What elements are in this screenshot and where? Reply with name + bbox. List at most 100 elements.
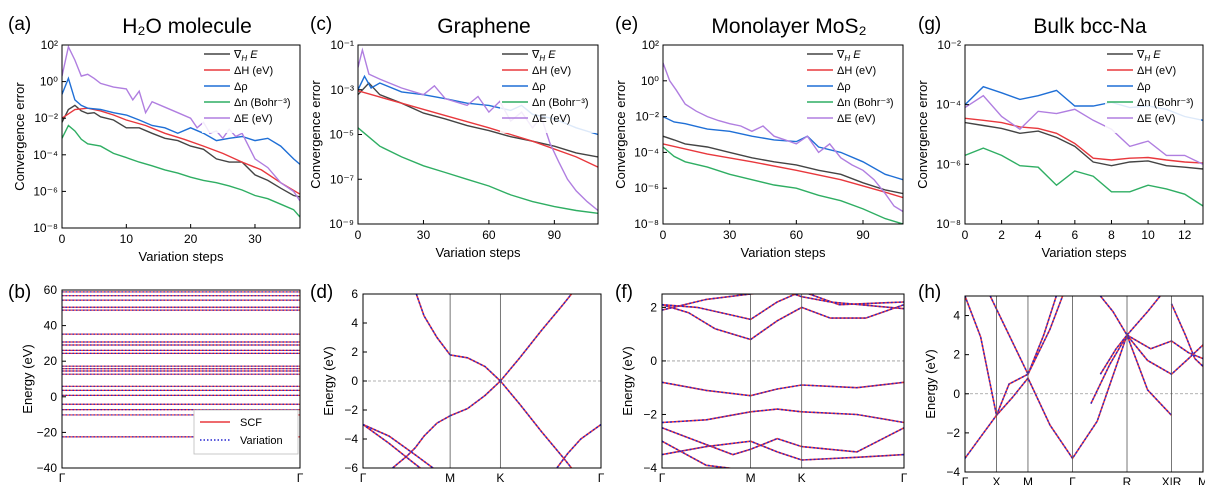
y-axis-label: Convergence error bbox=[308, 80, 323, 189]
x-tick-label: 20 bbox=[184, 232, 198, 246]
band-scf bbox=[965, 296, 1064, 419]
legend-label-dn: Δn (Bohr⁻³) bbox=[234, 97, 291, 109]
x-tick-label: 10 bbox=[1141, 228, 1155, 242]
band-scf bbox=[1090, 333, 1203, 404]
band-scf bbox=[965, 332, 1173, 460]
y-tick-label: −4 bbox=[643, 461, 657, 475]
k-point-label: Γ bbox=[901, 471, 908, 485]
y-axis-label: Convergence error bbox=[915, 80, 930, 189]
y-axis-label: Convergence error bbox=[613, 80, 628, 189]
band-variation bbox=[499, 380, 573, 468]
series-line-dH bbox=[965, 117, 1203, 164]
band-variation bbox=[555, 423, 601, 468]
series-line-grad bbox=[965, 121, 1203, 170]
legend-label-grad: ∇H E bbox=[531, 49, 556, 63]
x-tick-label: 30 bbox=[248, 232, 262, 246]
band-variation bbox=[449, 354, 501, 382]
legend-label-grad: ∇H E bbox=[1136, 49, 1161, 63]
k-point-label: M bbox=[1198, 475, 1205, 485]
y-axis-label: Convergence error bbox=[12, 82, 27, 191]
series-line-dE bbox=[965, 94, 1203, 165]
panel-label: (h) bbox=[918, 282, 941, 303]
panel-title: Monolayer MoS₂ bbox=[711, 15, 866, 38]
y-tick-label: 0 bbox=[50, 390, 57, 404]
band-scf bbox=[449, 354, 501, 382]
x-tick-label: 0 bbox=[962, 228, 969, 242]
y-axis-label: Energy (eV) bbox=[321, 346, 336, 415]
k-point-label: Γ bbox=[297, 471, 304, 485]
x-tick-label: 90 bbox=[856, 228, 870, 242]
plot-area bbox=[965, 296, 1203, 460]
band-variation bbox=[1090, 333, 1203, 404]
y-tick-label: 10⁻² bbox=[635, 110, 659, 124]
panel-label: (f) bbox=[615, 282, 633, 303]
y-tick-label: 10⁻⁸ bbox=[33, 221, 58, 235]
y-tick-label: 10⁻⁵ bbox=[329, 128, 354, 142]
legend-label-dE: ΔE (eV) bbox=[234, 113, 273, 125]
y-tick-label: 10⁻¹ bbox=[330, 38, 354, 52]
legend-label-variation: Variation bbox=[240, 435, 283, 447]
x-tick-label: 6 bbox=[1072, 228, 1079, 242]
x-tick-label: 8 bbox=[1108, 228, 1115, 242]
x-tick-label: 60 bbox=[790, 228, 804, 242]
k-point-label: Γ bbox=[59, 471, 66, 485]
series-line-dH bbox=[663, 143, 903, 199]
panel-label: (a) bbox=[8, 14, 31, 35]
band-variation bbox=[662, 304, 904, 341]
y-tick-label: 10⁻⁸ bbox=[936, 217, 961, 231]
k-point-label: K bbox=[496, 471, 504, 485]
panel-title: Graphene bbox=[437, 15, 530, 38]
band-variation bbox=[449, 380, 501, 417]
band-variation bbox=[1099, 296, 1161, 337]
band-variation bbox=[965, 296, 1064, 418]
y-tick-label: −2 bbox=[643, 407, 657, 421]
y-tick-label: 2 bbox=[351, 345, 358, 359]
panel-a: (a) H₂O molecule 10⁻⁸ 10⁻⁶ 10⁻⁴ 10⁻² 10⁰ 10² 0 10… bbox=[8, 14, 301, 264]
band-variation bbox=[662, 427, 904, 456]
y-tick-label: −20 bbox=[37, 425, 58, 439]
band-variation bbox=[1099, 334, 1203, 375]
y-tick-label: −40 bbox=[37, 461, 58, 475]
x-tick-label: 12 bbox=[1178, 228, 1192, 242]
legend-label-dn: Δn (Bohr⁻³) bbox=[837, 97, 894, 109]
legend-label-dn: Δn (Bohr⁻³) bbox=[1137, 97, 1194, 109]
plot-area bbox=[663, 62, 903, 224]
band-scf bbox=[662, 440, 736, 468]
series-line-drho bbox=[62, 76, 300, 165]
band-variation bbox=[499, 294, 573, 382]
legend-label-dn: Δn (Bohr⁻³) bbox=[532, 97, 589, 109]
y-tick-label: 10⁻² bbox=[34, 111, 58, 125]
series-line-dE bbox=[62, 45, 300, 202]
legend-label-dH: ΔH (eV) bbox=[532, 65, 571, 77]
band-variation bbox=[662, 408, 904, 424]
k-point-label: R bbox=[1123, 475, 1132, 485]
plot-area bbox=[662, 294, 904, 468]
x-tick-label: 30 bbox=[723, 228, 737, 242]
series-line-dn bbox=[62, 124, 300, 218]
y-tick-label: 0 bbox=[953, 387, 960, 401]
legend-label-dH: ΔH (eV) bbox=[234, 65, 273, 77]
k-point-label: Γ bbox=[598, 471, 605, 485]
legend-label-drho: Δρ bbox=[234, 81, 248, 93]
k-point-label: Γ bbox=[962, 475, 969, 485]
plot-area bbox=[358, 47, 598, 214]
y-tick-label: 60 bbox=[44, 283, 58, 297]
y-tick-label: 10⁻⁹ bbox=[329, 217, 354, 231]
panel-label: (d) bbox=[310, 282, 333, 303]
k-point-label: M bbox=[1023, 475, 1033, 485]
band-scf bbox=[363, 423, 435, 468]
plot-frame bbox=[61, 44, 301, 229]
y-tick-label: 10⁰ bbox=[641, 74, 659, 88]
y-tick-label: 10⁻⁸ bbox=[634, 217, 659, 231]
y-tick-label: 10⁻⁴ bbox=[936, 98, 961, 112]
y-tick-label: 10⁻⁶ bbox=[33, 184, 58, 198]
plot-frame bbox=[61, 289, 301, 469]
x-tick-label: 90 bbox=[548, 228, 562, 242]
series-line-dE bbox=[358, 47, 598, 212]
band-variation bbox=[662, 381, 904, 397]
y-tick-label: 0 bbox=[650, 354, 657, 368]
band-scf bbox=[555, 423, 601, 468]
y-tick-label: 10⁻⁷ bbox=[330, 172, 354, 186]
plot-frame bbox=[662, 44, 904, 225]
legend-label-dE: ΔE (eV) bbox=[532, 113, 571, 125]
